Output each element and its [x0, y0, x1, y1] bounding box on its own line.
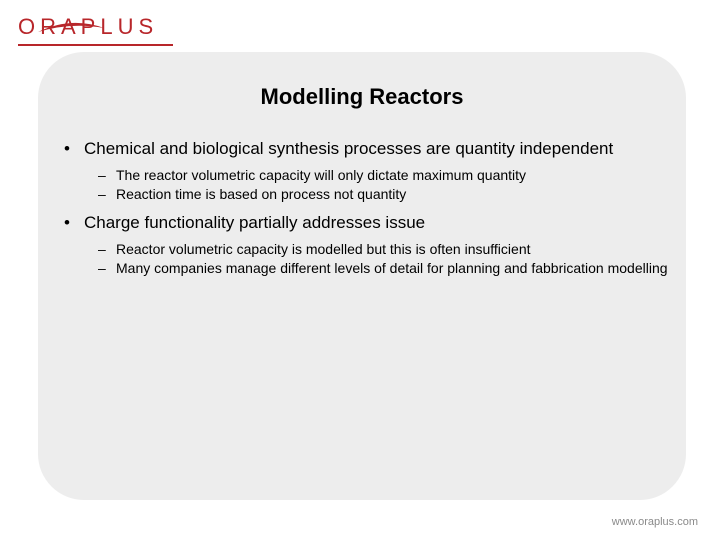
sub-bullet-text: Reactor volumetric capacity is modelled …	[116, 241, 531, 257]
sub-bullet-text: Reaction time is based on process not qu…	[116, 186, 406, 202]
sub-bullet-item: Reactor volumetric capacity is modelled …	[98, 240, 684, 259]
logo-underline	[18, 44, 173, 46]
sub-bullet-list: Reactor volumetric capacity is modelled …	[84, 240, 684, 278]
bullet-text: Charge functionality partially addresses…	[84, 213, 425, 232]
logo-text: ORAPLUS	[18, 14, 173, 40]
bullet-item: Charge functionality partially addresses…	[62, 212, 684, 278]
footer-url: www.oraplus.com	[612, 516, 698, 528]
bullet-item: Chemical and biological synthesis proces…	[62, 138, 684, 204]
slide-content-box: Modelling Reactors Chemical and biologic…	[38, 52, 686, 500]
sub-bullet-item: The reactor volumetric capacity will onl…	[98, 166, 684, 185]
brand-logo: ORAPLUS	[18, 14, 173, 46]
sub-bullet-item: Many companies manage different levels o…	[98, 259, 684, 278]
sub-bullet-text: The reactor volumetric capacity will onl…	[116, 167, 526, 183]
sub-bullet-item: Reaction time is based on process not qu…	[98, 185, 684, 204]
slide-title: Modelling Reactors	[40, 84, 684, 110]
bullet-list: Chemical and biological synthesis proces…	[40, 138, 684, 278]
sub-bullet-list: The reactor volumetric capacity will onl…	[84, 166, 684, 204]
bullet-text: Chemical and biological synthesis proces…	[84, 139, 613, 158]
sub-bullet-text: Many companies manage different levels o…	[116, 260, 668, 276]
